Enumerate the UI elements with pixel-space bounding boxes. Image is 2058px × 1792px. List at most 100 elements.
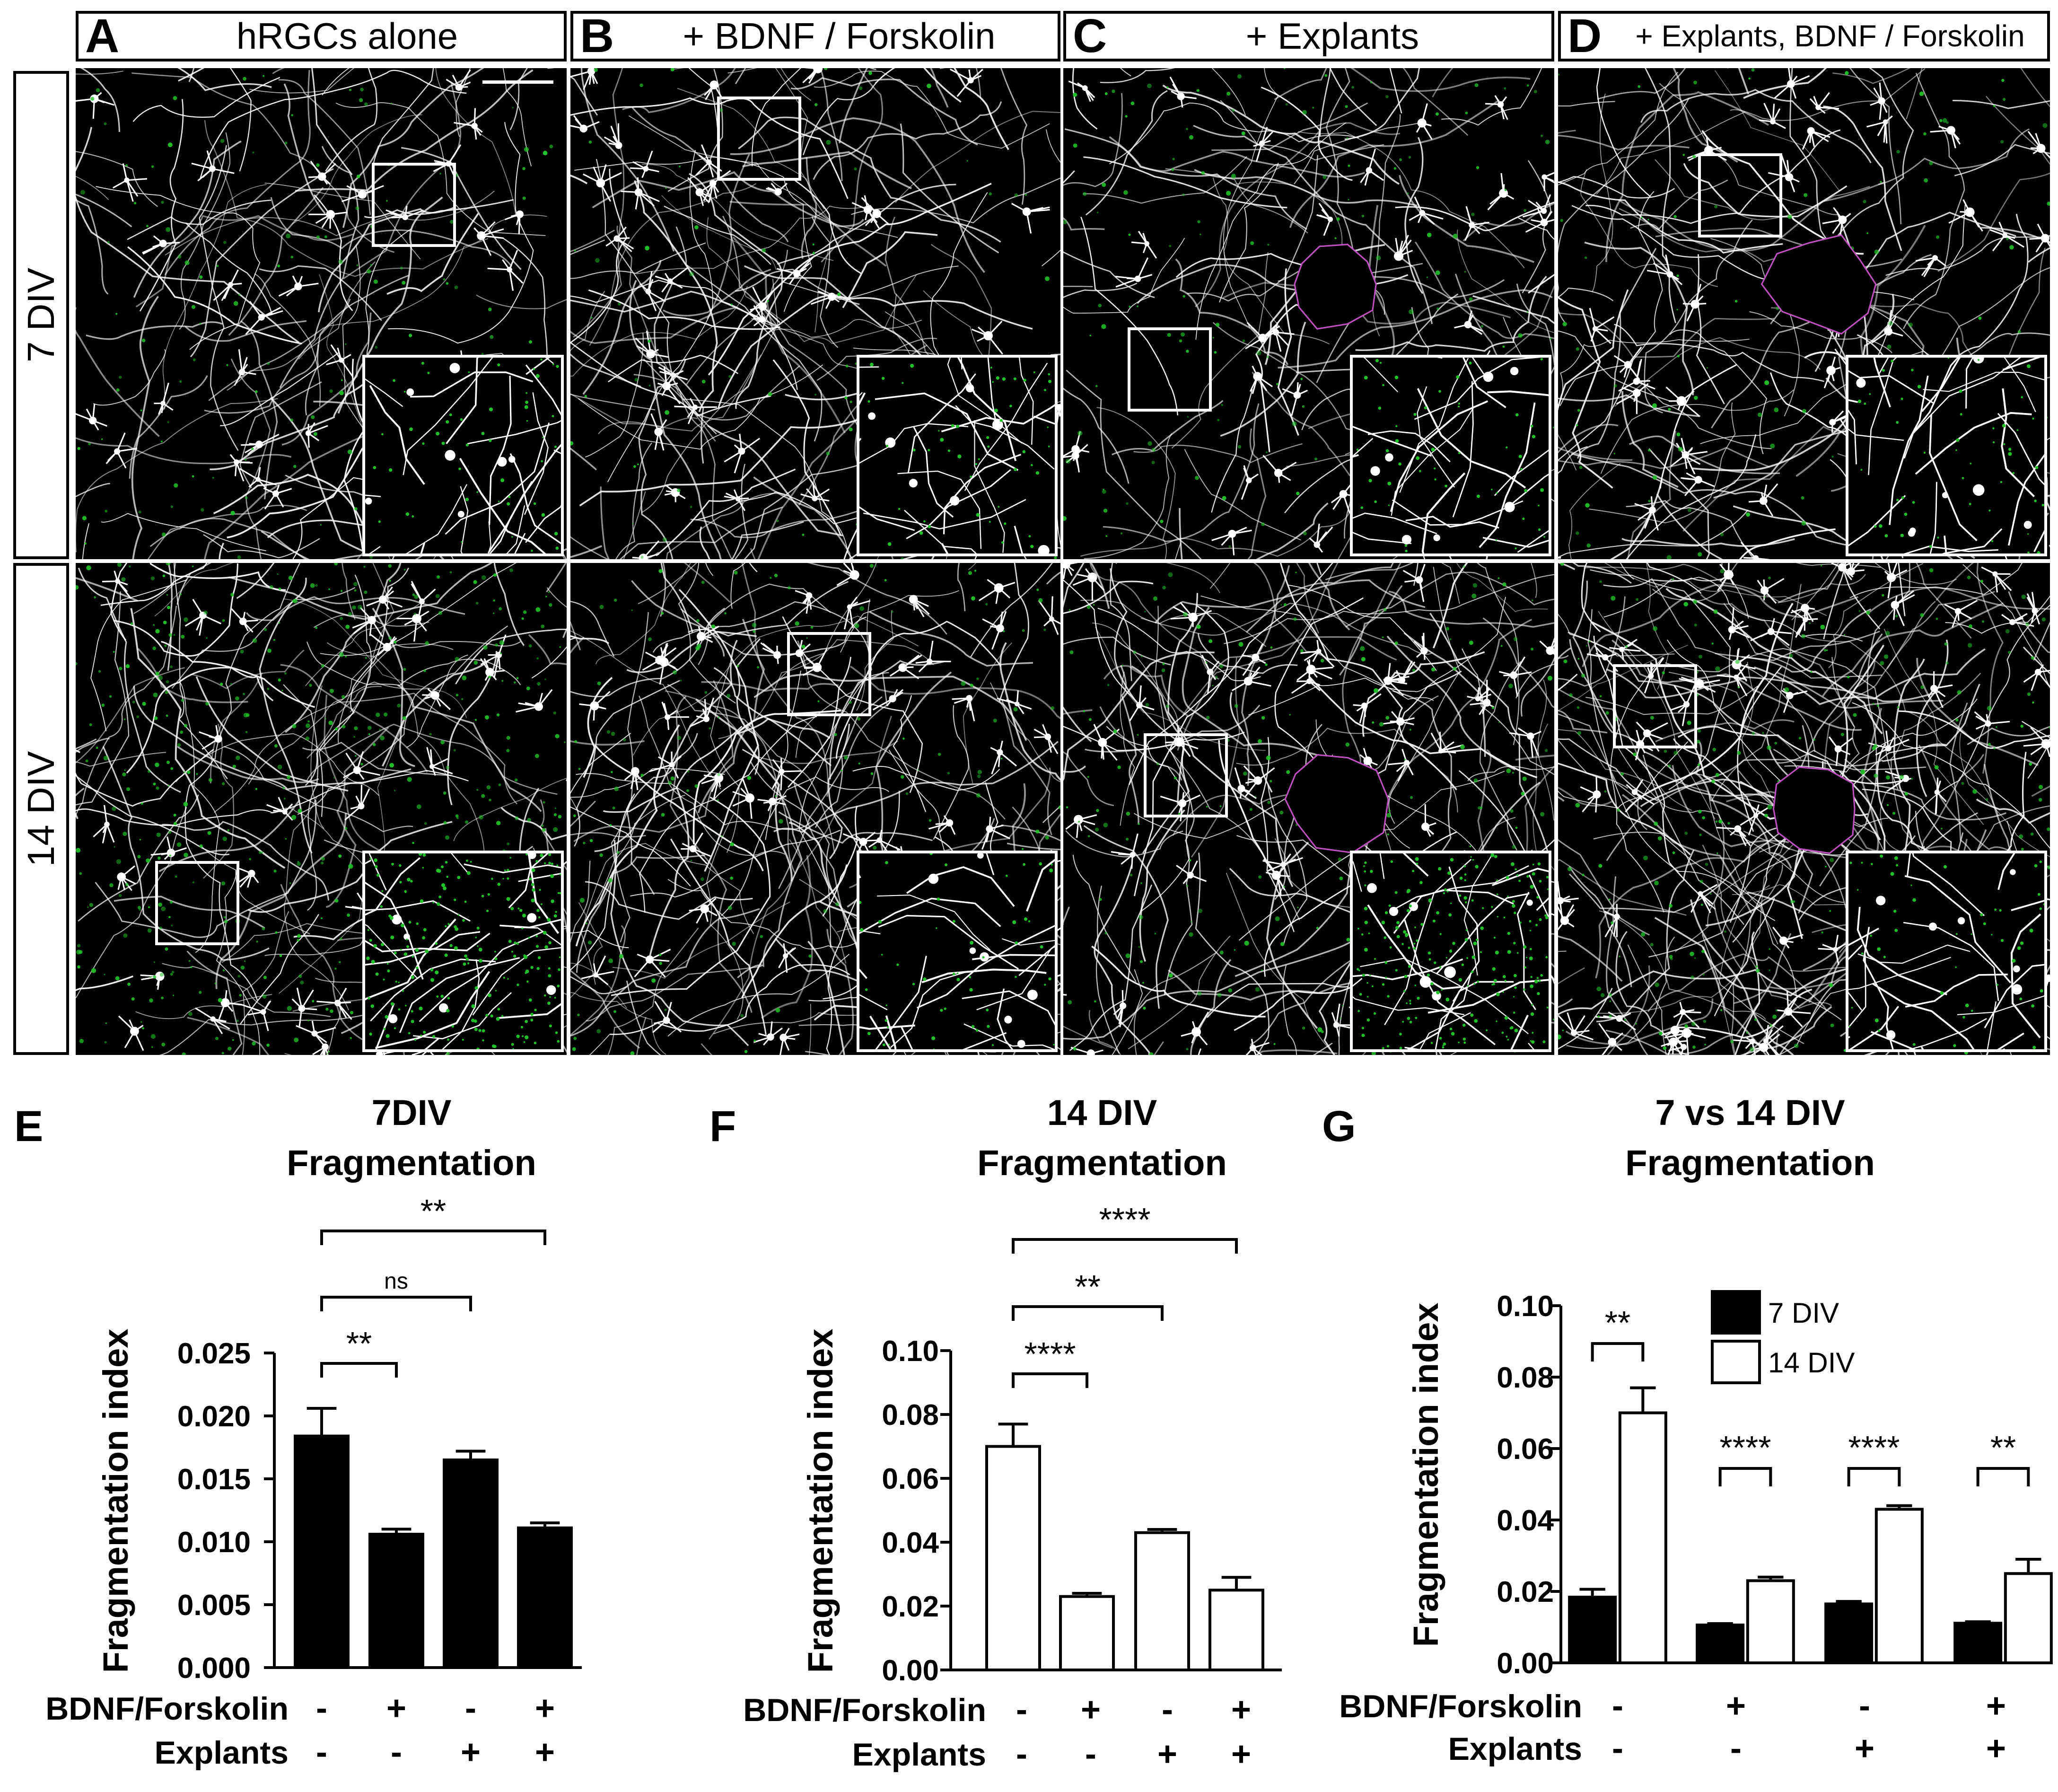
- condition-sign: +: [1231, 1735, 1251, 1773]
- significance-bracket: [320, 1296, 472, 1311]
- roi-box: [717, 97, 801, 181]
- chart-g: [1550, 1290, 2053, 1665]
- micrograph-texture: [76, 68, 567, 559]
- significance-bracket: [320, 1362, 398, 1378]
- bar: [2004, 1572, 2053, 1664]
- condition-sign: -: [316, 1689, 327, 1727]
- bar: [1568, 1596, 1617, 1665]
- significance-bracket: [1718, 1467, 1772, 1486]
- y-tick-label: 0.10: [1497, 1290, 1554, 1323]
- y-tick-label: 0.04: [1497, 1504, 1554, 1537]
- condition-sign: -: [1612, 1687, 1623, 1725]
- condition-sign: -: [391, 1733, 402, 1771]
- legend-label: 7 DIV: [1768, 1297, 1839, 1329]
- legend-swatch: [1711, 1340, 1761, 1384]
- condition-sign: +: [535, 1733, 555, 1771]
- y-tick-label: 0.025: [177, 1337, 251, 1370]
- condition-sign: -: [1859, 1687, 1870, 1725]
- significance-label: **: [346, 1325, 372, 1362]
- condition-sign: -: [1016, 1691, 1027, 1729]
- header-title: hRGCs alone: [236, 15, 458, 57]
- micrograph-a-14div: [76, 563, 567, 1055]
- bar: [1618, 1411, 1667, 1664]
- condition-label: BDNF/Forskolin: [45, 1691, 289, 1727]
- bar: [1746, 1579, 1795, 1665]
- condition-sign: +: [1231, 1691, 1251, 1729]
- row-label-7div: 7 DIV: [13, 71, 69, 559]
- y-tick-label: 0.02: [882, 1590, 939, 1623]
- inset-zoom: [362, 355, 564, 556]
- chart-title: 7 vs 14 DIV: [1655, 1093, 1845, 1133]
- panel-letter: E: [14, 1102, 43, 1151]
- scale-bar: [482, 80, 553, 84]
- y-tick-label: 0.00: [882, 1654, 939, 1687]
- panel-letter: F: [709, 1102, 736, 1151]
- bar: [1696, 1623, 1745, 1664]
- y-tick-label: 0.02: [1497, 1576, 1554, 1608]
- inset-texture: [365, 853, 561, 1049]
- header-c: C + Explants: [1063, 11, 1554, 61]
- condition-sign: +: [1081, 1691, 1101, 1729]
- micrograph-c-7div: [1063, 68, 1554, 559]
- condition-sign: -: [316, 1733, 327, 1771]
- condition-sign: -: [465, 1689, 476, 1727]
- bar: [443, 1458, 499, 1669]
- micrograph-a-7div: [76, 68, 567, 559]
- inset-texture: [859, 853, 1055, 1049]
- inset-zoom: [857, 850, 1058, 1052]
- panel-letter: C: [1073, 9, 1107, 62]
- explant-region: [1760, 234, 1877, 335]
- row-label-14div: 14 DIV: [13, 563, 69, 1055]
- inset-texture: [1353, 358, 1549, 553]
- chart-title: Fragmentation: [977, 1143, 1227, 1183]
- header-b: B + BDNF / Forskolin: [570, 11, 1060, 61]
- condition-sign: -: [1016, 1735, 1027, 1773]
- significance-label: ns: [384, 1269, 408, 1294]
- bar: [1953, 1622, 2003, 1665]
- micrograph-d-14div: [1558, 563, 2050, 1055]
- condition-sign: +: [1986, 1730, 2006, 1767]
- bar: [1209, 1589, 1264, 1671]
- condition-sign: +: [1986, 1687, 2006, 1725]
- inset-texture: [1848, 358, 2044, 553]
- inset-zoom: [1350, 355, 1551, 556]
- chart-f: [940, 1238, 1282, 1671]
- bar: [294, 1434, 350, 1669]
- panel-letter: A: [85, 9, 120, 62]
- bar: [1874, 1508, 1924, 1665]
- bar: [1824, 1602, 1874, 1665]
- panel-letter: G: [1322, 1102, 1356, 1151]
- y-axis-label: Fragmentation index: [96, 1329, 135, 1673]
- micrograph-b-14div: [570, 563, 1060, 1055]
- y-tick-label: 0.10: [882, 1335, 939, 1368]
- significance-label: ****: [1848, 1429, 1900, 1466]
- chart-title: 7DIV: [372, 1093, 452, 1133]
- micrograph-b-7div: [570, 68, 1060, 559]
- condition-sign: -: [1162, 1691, 1173, 1729]
- y-tick-label: 0.06: [1497, 1433, 1554, 1466]
- chart-e: [264, 1230, 582, 1669]
- bar: [368, 1533, 424, 1669]
- condition-label: BDNF/Forskolin: [1339, 1688, 1582, 1724]
- bar: [985, 1445, 1041, 1671]
- y-tick-label: 0.08: [1497, 1362, 1554, 1394]
- bar: [1134, 1531, 1190, 1671]
- significance-label: **: [1075, 1268, 1100, 1305]
- significance-bracket: [1012, 1238, 1238, 1254]
- significance-bracket: [1847, 1467, 1901, 1486]
- chart-title: Fragmentation: [287, 1143, 536, 1183]
- condition-sign: -: [1085, 1735, 1096, 1773]
- roi-box: [787, 632, 871, 716]
- y-tick-label: 0.06: [882, 1463, 939, 1495]
- y-axis-label: Fragmentation index: [1406, 1303, 1445, 1647]
- condition-label: BDNF/Forskolin: [743, 1692, 986, 1728]
- condition-label: Explants: [1448, 1731, 1582, 1767]
- micrograph-d-7div: [1558, 68, 2050, 559]
- charts-area: E 7DIV Fragmentation 0.000 0.005 0.010 0.015 0.…: [14, 1093, 2053, 1773]
- inset-zoom: [1350, 850, 1551, 1052]
- condition-sign: +: [1157, 1735, 1177, 1773]
- inset-zoom: [1845, 850, 2047, 1052]
- condition-sign: +: [1855, 1730, 1874, 1767]
- y-tick-label: 0.08: [882, 1399, 939, 1432]
- y-tick-label: 0.000: [177, 1652, 251, 1685]
